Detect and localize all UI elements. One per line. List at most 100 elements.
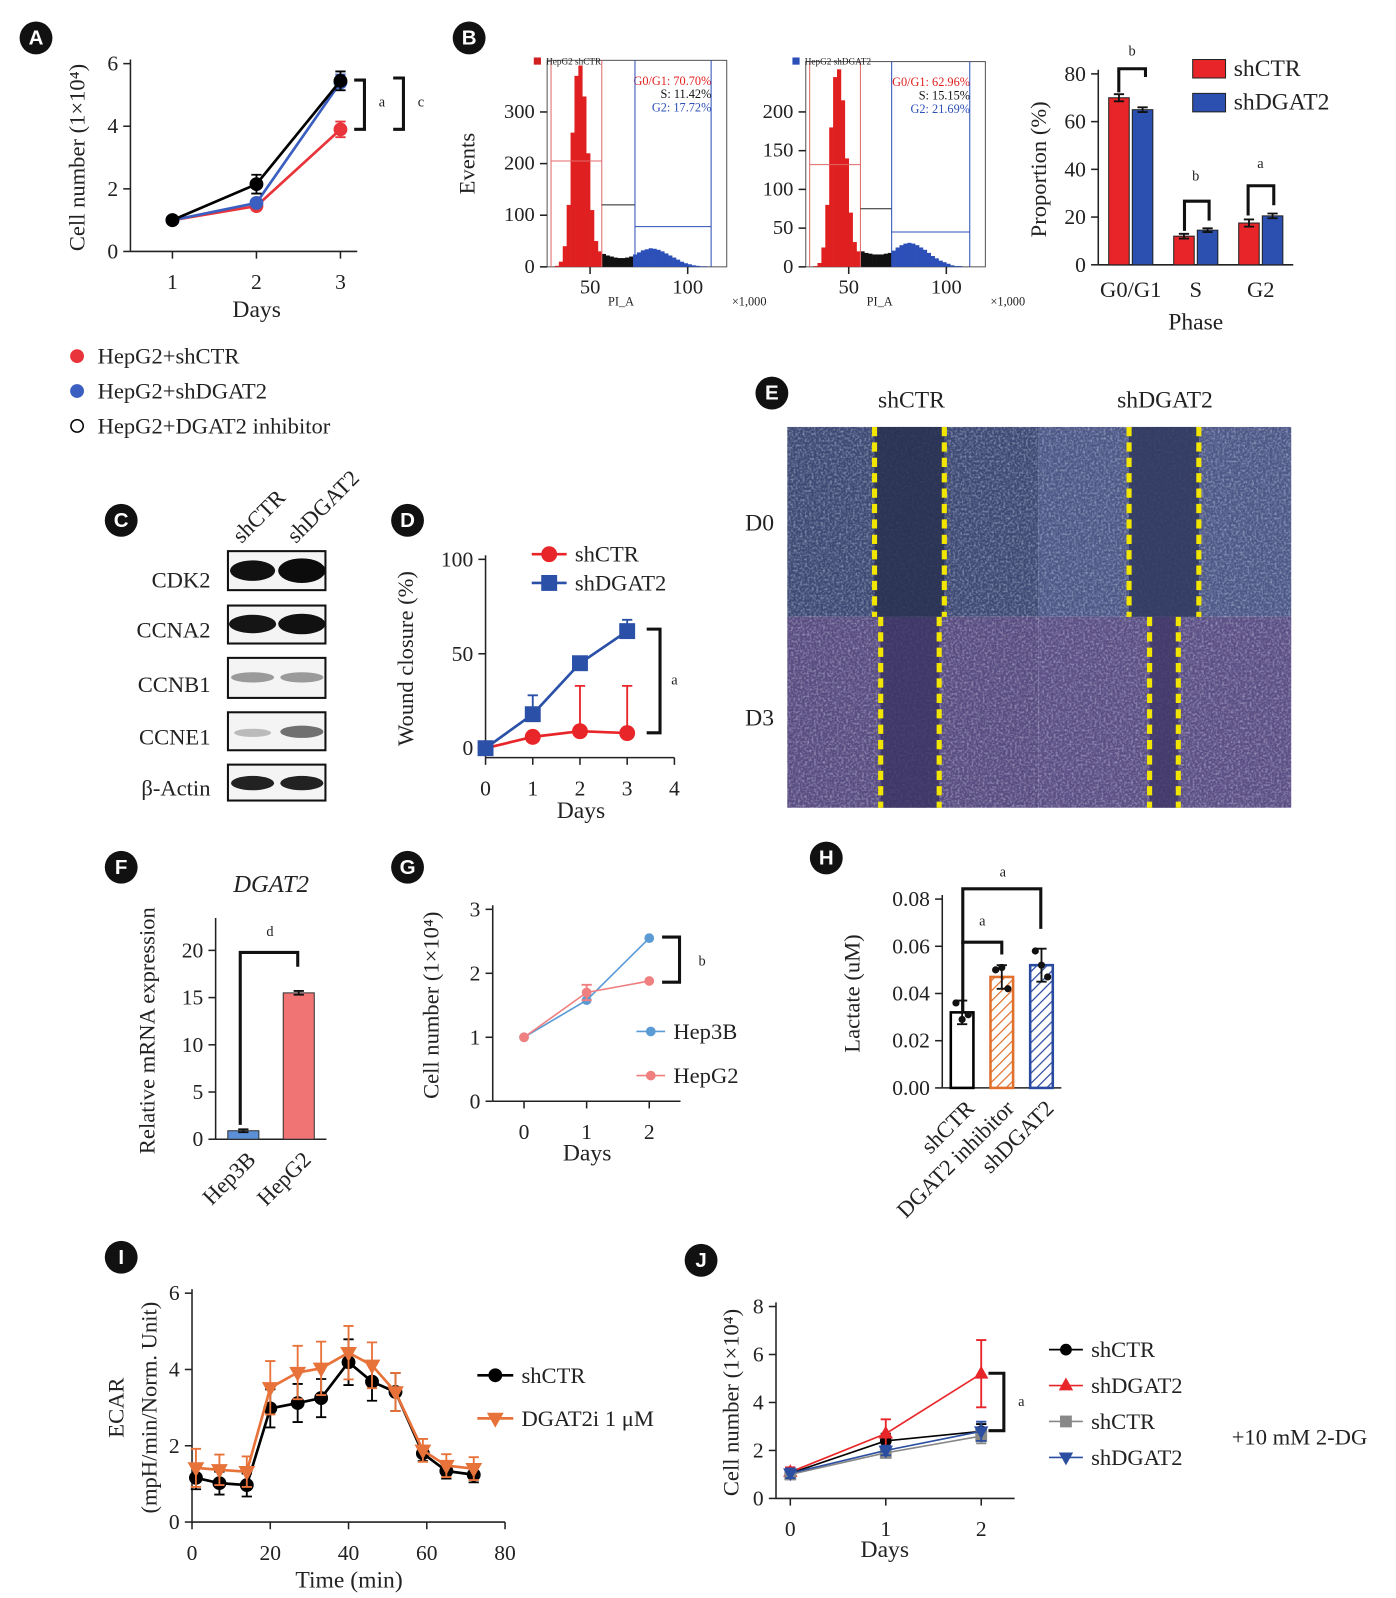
histogram-bar <box>833 77 838 267</box>
x-axis-title: PI_A <box>867 295 893 309</box>
data-point <box>958 1015 966 1024</box>
significance-label: a <box>1018 1394 1025 1410</box>
bar <box>1261 215 1284 266</box>
x-tick-label: 100 <box>672 276 703 298</box>
histogram-bar <box>954 266 959 267</box>
legend-marker <box>1060 1343 1072 1356</box>
x-tick-label: 60 <box>416 1541 438 1565</box>
blot-column-label: shCTR <box>227 484 291 548</box>
gate-label: S: 11.42% <box>661 87 712 101</box>
legend-swatch <box>533 57 541 65</box>
y-axis-title: (mpH/min/Norm. Unit) <box>136 1302 161 1514</box>
histogram-bar <box>613 257 618 267</box>
histogram-bar <box>699 266 704 267</box>
y-tick-label: 100 <box>441 547 473 571</box>
error-bar <box>1137 106 1148 113</box>
blot-band <box>278 558 326 583</box>
histogram-bar <box>566 204 571 267</box>
significance-bracket <box>961 940 1004 1011</box>
panel-label: A <box>29 26 44 49</box>
error-bar <box>238 1128 249 1134</box>
data-point <box>333 122 348 137</box>
y-tick-label: 20 <box>1064 205 1086 229</box>
y-tick-label: 80 <box>1064 62 1086 86</box>
histogram-bar <box>825 204 830 267</box>
histogram-bar <box>922 249 928 267</box>
x-category-label: G2 <box>1247 277 1275 302</box>
panel-badge <box>391 503 424 537</box>
histogram-bar <box>558 261 564 267</box>
y-tick-label: 8 <box>753 1295 764 1319</box>
data-point <box>1004 985 1012 993</box>
data-point <box>519 1032 529 1043</box>
x-category-label: G0/G1 <box>1100 277 1161 302</box>
y-tick-label: 6 <box>107 52 118 76</box>
y-tick-label: 2 <box>107 177 118 201</box>
histogram-bar <box>644 249 649 267</box>
data-point <box>992 966 1000 974</box>
y-tick-label: 50 <box>452 642 474 666</box>
blot-band <box>231 775 275 791</box>
significance-bracket <box>961 887 1043 945</box>
western-blot: shCTR shDGAT2 CDK2 CCNA2 CCNB1 CCNE1 β-A… <box>137 465 364 802</box>
histogram-bar <box>664 253 669 267</box>
gate-label: G0/G1: 62.96% <box>892 75 970 89</box>
histogram-bar <box>899 245 904 267</box>
blot-band <box>280 775 324 791</box>
significance-bracket <box>1117 67 1148 93</box>
x-axis-unit: ×1,000 <box>732 295 767 309</box>
histogram-bar <box>930 256 935 267</box>
error-bar <box>1243 218 1255 228</box>
data-point <box>187 1462 205 1478</box>
histogram-bar <box>679 261 685 267</box>
bar <box>282 992 315 1140</box>
x-tick-label: 2 <box>251 270 262 294</box>
y-axis-title: Cell number (1×10⁴) <box>718 1309 743 1496</box>
histogram-bar <box>562 246 567 267</box>
histogram-bar <box>903 243 908 267</box>
y-axis-title: Lactate (uM) <box>839 934 864 1052</box>
wound-gap <box>874 426 945 617</box>
data-point <box>165 213 180 228</box>
panel-label: C <box>114 509 129 532</box>
note: +10 mM 2-DG <box>1232 1424 1368 1449</box>
data-point <box>878 1445 893 1459</box>
histogram-bar <box>837 69 842 267</box>
y-tick-label: 2 <box>470 961 481 985</box>
legend-marker <box>488 1368 503 1383</box>
bar <box>1131 109 1154 266</box>
y-axis-title: Wound closure (%) <box>393 571 418 746</box>
y-tick-label: 0 <box>783 256 793 278</box>
blot-row-label: CCNA2 <box>137 618 211 643</box>
wound-row-label: D0 <box>745 510 774 536</box>
x-tick-label: 1 <box>880 1517 891 1541</box>
blot-band <box>280 725 324 738</box>
data-point <box>572 723 588 740</box>
data-point <box>998 963 1006 972</box>
y-tick-label: 3 <box>470 897 481 921</box>
histogram-bar <box>844 158 850 267</box>
x-axis-title: PI_A <box>608 295 634 309</box>
data-point <box>974 1426 989 1440</box>
data-point <box>249 196 264 210</box>
significance-label: d <box>266 924 273 940</box>
legend-label: HepG2+DGAT2 inhibitor <box>98 413 331 438</box>
legend-label: shCTR <box>1091 1337 1156 1362</box>
x-tick-label: 0 <box>519 1120 530 1144</box>
error-bar <box>1178 232 1190 240</box>
legend-label: shDGAT2 <box>1234 90 1330 116</box>
x-axis-title: Phase <box>1168 309 1223 335</box>
x-category-label: HepG2 <box>252 1147 316 1211</box>
series-line <box>195 1351 474 1474</box>
histogram-bar <box>848 212 853 267</box>
legend-marker <box>1058 1452 1074 1466</box>
histogram-bar <box>934 258 939 267</box>
data-point <box>437 1459 455 1475</box>
y-tick-label: 0 <box>107 239 118 263</box>
data-point <box>878 1425 893 1439</box>
histogram-bar <box>691 265 696 267</box>
significance-label: c <box>418 95 424 111</box>
significance-label: b <box>699 954 706 970</box>
data-point <box>289 1366 307 1382</box>
